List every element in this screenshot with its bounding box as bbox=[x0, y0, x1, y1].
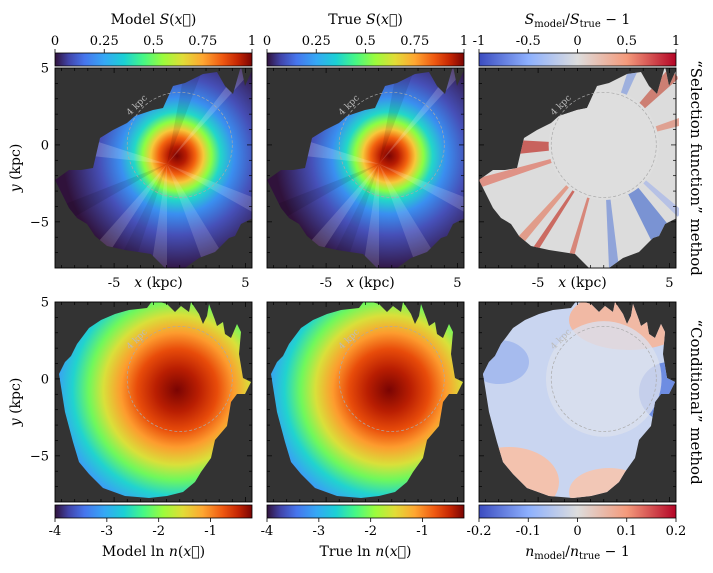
x-tick-label: 5 bbox=[453, 276, 461, 291]
colorbar-top-3-bar bbox=[478, 52, 677, 67]
colorbar-top-2: 0 0.25 0.5 0.75 1 True S(x⃗) bbox=[263, 12, 468, 67]
colorbar-tick-label: 0.5 bbox=[143, 34, 164, 49]
colorbar-tick-label: -1 bbox=[204, 524, 217, 539]
colorbar-top-2-bar bbox=[266, 52, 465, 67]
colorbar-tick-label: 0.1 bbox=[616, 524, 637, 539]
colorbar-tick-label: 0.25 bbox=[90, 34, 119, 49]
colorbar-tick-label: 0.75 bbox=[400, 34, 429, 49]
colorbar-tick-label: -0.2 bbox=[466, 524, 491, 539]
y-axis-label: y (kpc) bbox=[8, 378, 24, 428]
colorbar-tick-label: -1 bbox=[473, 34, 486, 49]
y-tick-label: 0 bbox=[41, 138, 49, 153]
colorbar-tick-label: -4 bbox=[49, 524, 62, 539]
colorbar-bottom-1-bar bbox=[54, 504, 253, 519]
colorbar-tick-label: 0.25 bbox=[302, 34, 331, 49]
y-tick-label: −5 bbox=[30, 215, 49, 230]
colorbar-tick-label: 0.5 bbox=[355, 34, 376, 49]
colorbar-bottom-1-title: Model ln n(x⃗) bbox=[102, 544, 205, 560]
colorbar-tick-label: 0 bbox=[51, 34, 59, 49]
colorbar-tick-label: -0.5 bbox=[516, 34, 541, 49]
reference-circle bbox=[126, 326, 233, 432]
y-tick-label: 5 bbox=[41, 62, 49, 77]
panel-S_ratio: 4 kpc-5 5x (kpc) bbox=[478, 67, 679, 291]
y-tick-label: −5 bbox=[30, 449, 49, 464]
reference-circle bbox=[550, 92, 657, 198]
colorbar-tick-label: 0 bbox=[263, 34, 271, 49]
colorbar-tick-label: 0 bbox=[573, 524, 581, 539]
x-tick-label: -5 bbox=[108, 276, 121, 291]
colorbar-bottom-2-bar bbox=[266, 504, 465, 519]
x-tick-label: 5 bbox=[665, 276, 673, 291]
colorbar-tick-label: -0.1 bbox=[516, 524, 541, 539]
panel-true_lnn: 4 kpc bbox=[266, 301, 465, 503]
colorbar-tick-label: 0.2 bbox=[666, 524, 687, 539]
colorbar-top-1-bar bbox=[54, 52, 253, 67]
row-title-1: “Selection function” method bbox=[687, 60, 705, 276]
reference-circle bbox=[126, 92, 233, 198]
panel-true_S: 4 kpc-5 5x (kpc) bbox=[266, 67, 477, 291]
colorbar-top-1: 0 0.25 0.5 0.75 1 Model S(x⃗) bbox=[51, 12, 256, 67]
panel-n_ratio: 4 kpc bbox=[478, 300, 677, 503]
colorbar-tick-label: -3 bbox=[101, 524, 114, 539]
colorbar-bottom-2: -4 -3 -2 -1 True ln n(x⃗) bbox=[261, 504, 465, 560]
y-tick-label: 0 bbox=[41, 372, 49, 387]
x-axis-label: x (kpc) bbox=[346, 275, 395, 291]
colorbar-tick-label: 1 bbox=[672, 34, 680, 49]
colorbar-tick-label: 1 bbox=[248, 34, 256, 49]
y-tick-label: 5 bbox=[41, 296, 49, 311]
colorbar-top-1-title: Model S(x⃗) bbox=[111, 12, 197, 28]
reference-circle bbox=[550, 326, 657, 432]
colorbar-tick-label: 0.5 bbox=[616, 34, 637, 49]
colorbar-bottom-3-title: nmodel/ntrue − 1 bbox=[525, 544, 630, 562]
colorbar-tick-label: 1 bbox=[460, 34, 468, 49]
colorbar-tick-label: -3 bbox=[313, 524, 326, 539]
colorbar-top-2-title: True S(x⃗) bbox=[328, 12, 403, 28]
colorbar-bottom-1: -4 -3 -2 -1 Model ln n(x⃗) bbox=[49, 504, 253, 560]
colorbar-tick-label: -4 bbox=[261, 524, 274, 539]
reference-circle bbox=[338, 326, 445, 432]
colorbar-top-3-title: Smodel/Strue − 1 bbox=[525, 12, 631, 30]
colorbar-tick-label: 0 bbox=[573, 34, 581, 49]
x-axis-label: x (kpc) bbox=[558, 275, 607, 291]
x-tick-label: -5 bbox=[532, 276, 545, 291]
ratio-streak bbox=[603, 118, 679, 145]
colorbar-tick-label: 0.75 bbox=[188, 34, 217, 49]
x-axis-label: x (kpc) bbox=[134, 275, 183, 291]
ratio-core bbox=[548, 89, 659, 201]
colorbar-bottom-2-title: True ln n(x⃗) bbox=[320, 544, 412, 560]
panel-model_S: 4 kpc-5 5x (kpc)50−5y (kpc) bbox=[8, 62, 265, 291]
reference-circle bbox=[338, 92, 445, 198]
colorbar-top-3: -1 -0.5 0 0.5 1 Smodel/Strue − 1 bbox=[473, 12, 680, 67]
colorbar-tick-label: -2 bbox=[364, 524, 377, 539]
row-title-2: “Conditional” method bbox=[687, 319, 705, 485]
colorbar-tick-label: -2 bbox=[152, 524, 165, 539]
colorbar-tick-label: -1 bbox=[416, 524, 429, 539]
colorbar-bottom-3: -0.2 -0.1 0 0.1 0.2 nmodel/ntrue − 1 bbox=[466, 504, 687, 562]
colorbar-bottom-3-bar bbox=[478, 504, 677, 519]
x-tick-label: -5 bbox=[320, 276, 333, 291]
x-tick-label: 5 bbox=[241, 276, 249, 291]
y-axis-label: y (kpc) bbox=[8, 144, 24, 194]
ratio-core bbox=[545, 321, 662, 437]
